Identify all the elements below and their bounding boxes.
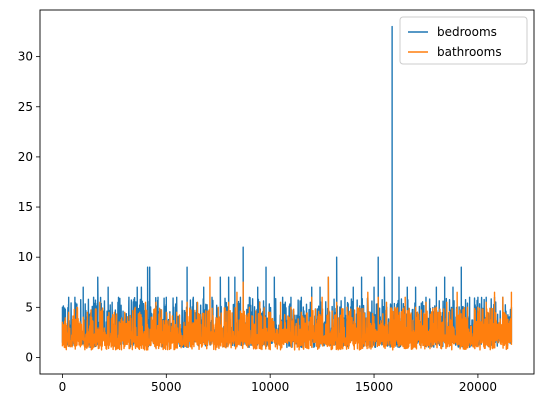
x-tick-label: 10000	[251, 380, 289, 394]
y-tick-label: 10	[18, 250, 33, 264]
y-tick-label: 30	[18, 50, 33, 64]
legend-label-bathrooms: bathrooms	[437, 45, 502, 59]
y-tick-label: 25	[18, 100, 33, 114]
series-line-bathrooms	[61, 276, 513, 351]
x-tick-label: 20000	[459, 380, 497, 394]
x-tick-label: 5000	[151, 380, 182, 394]
axis-ticks: 0 5000 10000 15000 20000 0 5 10 15 20 25 30	[18, 50, 497, 394]
x-tick-label: 15000	[355, 380, 393, 394]
x-tick-label: 0	[59, 380, 67, 394]
y-tick-label: 15	[18, 200, 33, 214]
legend-box	[399, 16, 528, 65]
plot-area	[61, 25, 513, 351]
legend: bedrooms bathrooms	[399, 16, 528, 65]
y-tick-label: 0	[25, 350, 33, 364]
legend-label-bedrooms: bedrooms	[437, 25, 497, 39]
y-tick-label: 20	[18, 150, 33, 164]
y-tick-label: 5	[25, 300, 33, 314]
axes-frame	[39, 9, 535, 375]
